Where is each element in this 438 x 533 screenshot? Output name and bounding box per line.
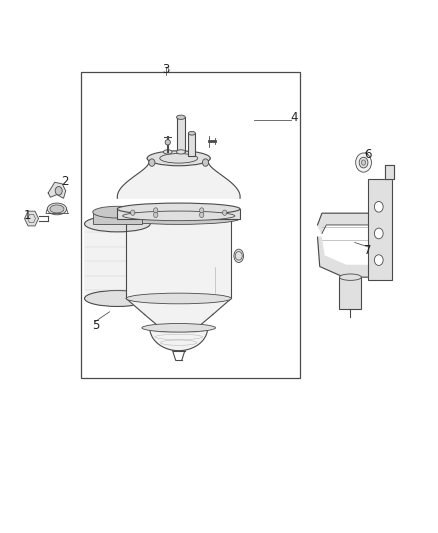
Bar [85,224,150,298]
Circle shape [199,212,204,217]
Ellipse shape [117,213,240,224]
Ellipse shape [85,216,150,232]
Circle shape [361,160,366,165]
Ellipse shape [85,290,150,306]
Ellipse shape [117,203,240,215]
Bar [93,212,142,224]
Bar [188,133,195,156]
Bar [126,219,231,298]
Circle shape [374,201,383,212]
Ellipse shape [142,324,215,332]
Polygon shape [117,158,240,198]
Circle shape [55,187,62,195]
Circle shape [374,228,383,239]
Ellipse shape [177,150,185,154]
Circle shape [153,208,158,213]
Ellipse shape [177,115,185,119]
Ellipse shape [339,274,361,280]
Text: 4: 4 [290,111,298,124]
Ellipse shape [123,211,235,221]
Bar [81,72,300,378]
Circle shape [356,153,371,172]
Circle shape [131,210,135,215]
Bar [339,277,361,309]
Text: 7: 7 [364,244,372,257]
Ellipse shape [234,249,244,263]
Circle shape [153,212,158,217]
Circle shape [223,210,227,215]
Circle shape [202,159,208,166]
Polygon shape [318,213,368,233]
Text: 5: 5 [92,319,99,332]
Text: 1: 1 [23,209,31,222]
Polygon shape [126,298,231,328]
Bar [177,117,185,152]
Ellipse shape [47,203,67,215]
Circle shape [359,157,368,168]
Ellipse shape [188,131,195,135]
Polygon shape [150,328,208,351]
Ellipse shape [126,293,231,304]
Polygon shape [318,237,368,277]
Ellipse shape [163,150,172,154]
Polygon shape [385,165,394,179]
Ellipse shape [147,151,210,166]
Text: 2: 2 [61,175,69,188]
Circle shape [149,159,155,166]
Polygon shape [48,182,66,198]
Ellipse shape [165,140,170,145]
Bar [368,179,392,280]
Ellipse shape [50,205,64,213]
Bar [117,209,240,219]
Text: 3: 3 [162,63,169,76]
Text: 6: 6 [364,148,372,161]
Circle shape [199,208,204,213]
Circle shape [374,255,383,265]
Ellipse shape [93,206,142,218]
